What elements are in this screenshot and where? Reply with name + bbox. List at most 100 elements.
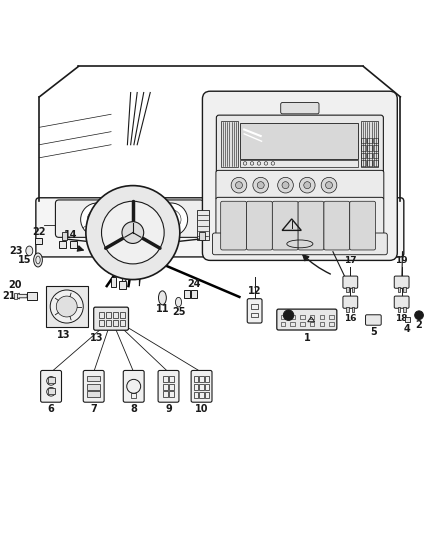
Circle shape [415,311,424,320]
FancyBboxPatch shape [202,91,397,261]
Text: 6: 6 [48,404,54,414]
Text: 25: 25 [172,308,185,317]
Bar [240,123,358,159]
Bar [329,322,334,326]
Bar [191,290,197,298]
Text: 7: 7 [90,404,97,414]
Bar [367,152,371,158]
FancyBboxPatch shape [247,298,262,323]
Circle shape [122,222,144,244]
Text: 22: 22 [32,227,46,237]
Text: 24: 24 [187,279,201,289]
Bar [361,160,366,166]
Bar [163,376,168,382]
Text: 10: 10 [195,404,208,414]
FancyBboxPatch shape [366,315,381,325]
Circle shape [257,182,264,189]
FancyBboxPatch shape [343,296,358,308]
Bar [119,281,126,289]
Circle shape [231,177,247,193]
Circle shape [300,177,315,193]
Circle shape [86,185,180,279]
Ellipse shape [159,291,166,305]
FancyBboxPatch shape [277,309,337,330]
Bar [131,393,136,398]
Text: 13: 13 [90,333,103,343]
FancyBboxPatch shape [221,201,247,250]
Bar [240,159,358,167]
Bar [221,121,238,167]
Bar [87,384,100,390]
Bar [251,304,258,309]
Bar [403,306,406,312]
FancyBboxPatch shape [394,296,409,308]
Bar [373,152,378,158]
Bar [27,292,37,301]
Bar [398,306,400,312]
FancyBboxPatch shape [247,201,272,250]
Bar [194,376,198,382]
Text: 15: 15 [18,255,31,265]
Bar [111,277,117,287]
Bar [346,287,349,292]
Bar [352,287,354,292]
Text: 11: 11 [155,304,169,314]
Text: 19: 19 [396,256,408,265]
Bar [310,315,314,319]
Bar [251,313,258,317]
Bar [87,376,100,381]
Bar [205,392,209,398]
Circle shape [283,310,294,320]
Circle shape [282,182,289,189]
Polygon shape [122,253,143,286]
Bar [361,121,378,167]
Bar [120,320,125,326]
Text: 21: 21 [2,291,16,301]
Bar [163,384,168,390]
Text: 14: 14 [64,230,78,239]
Bar [194,384,198,390]
Text: 13: 13 [57,330,70,340]
Text: 16: 16 [344,314,357,323]
Text: 8: 8 [130,404,137,414]
FancyBboxPatch shape [216,171,384,200]
Text: 4: 4 [404,324,411,334]
Bar [361,152,366,158]
Circle shape [325,182,332,189]
Text: 20: 20 [9,279,22,289]
FancyBboxPatch shape [212,233,387,255]
Text: 18: 18 [396,314,408,323]
Bar [113,312,118,318]
FancyBboxPatch shape [83,370,104,402]
Text: 1: 1 [304,333,310,343]
Bar [205,384,209,390]
Bar [14,293,17,299]
Bar [281,315,285,319]
FancyBboxPatch shape [216,197,384,254]
Bar [361,145,366,151]
Text: 5: 5 [370,327,377,336]
Bar [199,232,205,240]
FancyBboxPatch shape [281,102,319,114]
Circle shape [57,296,77,317]
Bar [106,312,111,318]
Bar [373,160,378,166]
FancyBboxPatch shape [343,276,358,288]
Bar [290,315,295,319]
Circle shape [81,203,114,236]
FancyBboxPatch shape [94,307,128,330]
Text: 23: 23 [10,246,23,256]
Bar [197,210,209,240]
FancyBboxPatch shape [36,198,404,257]
Ellipse shape [26,246,33,256]
Text: 12: 12 [248,286,261,296]
Circle shape [102,201,164,264]
Bar [99,312,104,318]
Text: 3: 3 [285,321,292,332]
Bar [169,376,174,382]
Bar [403,287,406,292]
Bar [169,391,174,398]
Bar [300,315,304,319]
Ellipse shape [176,297,182,307]
Text: 26: 26 [124,270,138,280]
